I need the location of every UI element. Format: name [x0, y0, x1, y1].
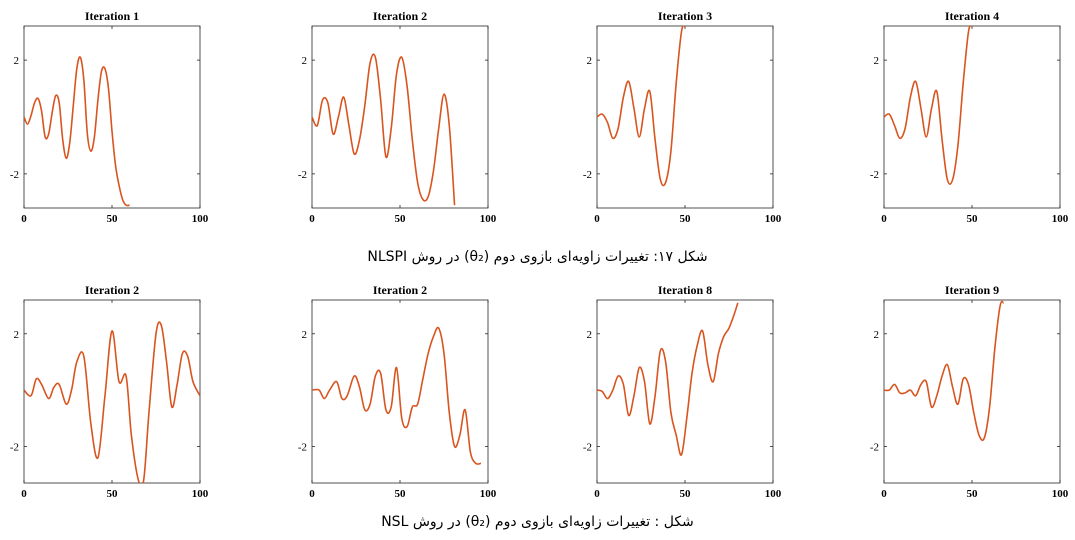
plot-frame: [23, 299, 201, 484]
chart-panel-7: Iteration 8 0 50 100 -2 2: [583, 283, 782, 500]
x-tick-label: 0: [21, 488, 27, 500]
x-tick-label: 0: [309, 488, 315, 500]
chart-title: Iteration 4: [945, 9, 999, 23]
x-tick-label: 100: [480, 213, 497, 225]
x-tick-label: 50: [967, 488, 979, 500]
y-tick-label: 2: [587, 329, 593, 341]
x-tick-label: 100: [1052, 488, 1069, 500]
figure-caption-17: شکل ۱۷: تغییرات زاویه‌ای بازوی دوم (θ₂) …: [367, 249, 708, 265]
y-tick-label: -2: [298, 169, 307, 181]
x-tick-label: 100: [192, 213, 209, 225]
chart-panel-8: Iteration 9 0 50 100 -2 2: [870, 283, 1069, 500]
x-tick-label: 0: [881, 213, 887, 225]
y-tick-label: -2: [583, 169, 592, 181]
plot-frame: [883, 299, 1061, 484]
x-tick-label: 50: [107, 213, 119, 225]
x-tick-label: 0: [309, 213, 315, 225]
x-tick-label: 50: [680, 488, 692, 500]
chart-panel-5: Iteration 2 0 50 100 -2 2: [10, 283, 209, 500]
chart-title: Iteration 2: [373, 9, 427, 23]
chart-panel-4: Iteration 4 0 50 100 -2 2: [870, 9, 1069, 225]
chart-panel-1: Iteration 1 0 50 100 -2 2: [10, 9, 209, 225]
chart-title: Iteration 1: [85, 9, 139, 23]
chart-title: Iteration 3: [658, 9, 712, 23]
x-tick-label: 0: [594, 213, 600, 225]
series-line: [884, 26, 973, 185]
series-line: [312, 326, 482, 465]
x-tick-label: 100: [192, 488, 209, 500]
x-tick-label: 50: [395, 488, 407, 500]
y-tick-label: -2: [870, 441, 879, 453]
y-tick-label: 2: [302, 329, 308, 341]
y-tick-label: -2: [870, 169, 879, 181]
series-line: [597, 26, 686, 187]
x-tick-label: 100: [765, 488, 782, 500]
y-tick-label: -2: [298, 441, 307, 453]
x-tick-label: 50: [967, 213, 979, 225]
series-line: [24, 56, 130, 207]
series-line: [597, 302, 739, 456]
y-tick-label: 2: [587, 55, 593, 67]
y-tick-label: -2: [583, 441, 592, 453]
y-tick-label: 2: [302, 55, 308, 67]
series-line: [24, 321, 200, 483]
chart-panel-2: Iteration 2 0 50 100 -2 2: [298, 9, 497, 225]
series-line: [312, 53, 456, 206]
chart-title: Iteration 2: [85, 283, 139, 297]
x-tick-label: 100: [1052, 213, 1069, 225]
chart-panel-6: Iteration 2 0 50 100 -2 2: [298, 283, 497, 500]
y-tick-label: 2: [14, 329, 20, 341]
x-tick-label: 0: [881, 488, 887, 500]
plot-frame: [23, 25, 201, 209]
y-tick-label: -2: [10, 441, 19, 453]
y-tick-label: 2: [874, 329, 880, 341]
x-tick-label: 50: [107, 488, 119, 500]
chart-title: Iteration 2: [373, 283, 427, 297]
x-tick-label: 50: [680, 213, 692, 225]
y-tick-label: -2: [10, 169, 19, 181]
figure-caption-nsl: شکل : تغییرات زاویه‌ای بازوی دوم (θ₂) در…: [381, 514, 694, 530]
plot-frame: [596, 299, 774, 484]
chart-title: Iteration 9: [945, 283, 999, 297]
x-tick-label: 50: [395, 213, 407, 225]
x-tick-label: 0: [21, 213, 27, 225]
chart-panel-3: Iteration 3 0 50 100 -2 2: [583, 9, 782, 225]
plot-frame: [883, 25, 1061, 209]
x-tick-label: 100: [480, 488, 497, 500]
y-tick-label: 2: [14, 55, 20, 67]
chart-title: Iteration 8: [658, 283, 712, 297]
y-tick-label: 2: [874, 55, 880, 67]
series-line: [884, 300, 1005, 442]
plot-frame: [596, 25, 774, 209]
x-tick-label: 0: [594, 488, 600, 500]
x-tick-label: 100: [765, 213, 782, 225]
